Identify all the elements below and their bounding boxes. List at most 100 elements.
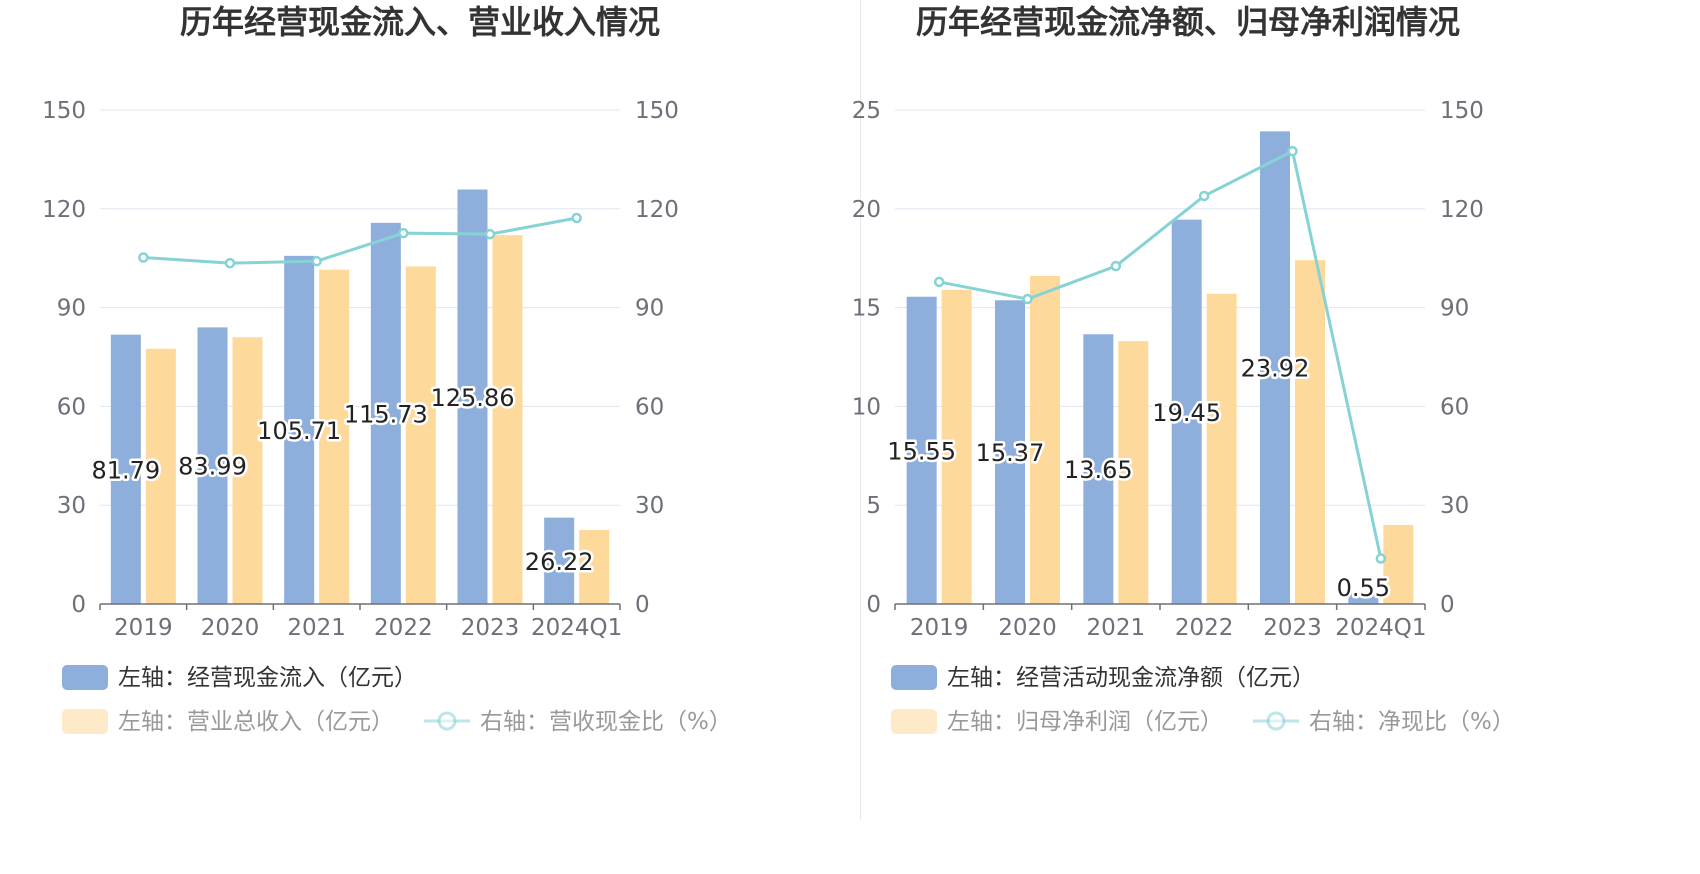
y-right-tick-label: 0 — [635, 592, 650, 618]
legend-swatch-line-marker — [1266, 711, 1286, 731]
bar-secondary — [319, 269, 350, 604]
line-point — [1287, 145, 1298, 157]
legend-label-line: 右轴：净现比（%） — [1309, 709, 1515, 735]
bar-primary — [1348, 593, 1379, 604]
bar-secondary — [579, 529, 610, 604]
data-label: 13.65 — [1064, 456, 1133, 484]
bar-primary — [995, 300, 1025, 604]
y-right-tick-label: 120 — [635, 197, 679, 223]
chart-cash-inflow-revenue: 历年经营现金流入、营业收入情况 0 30 60 90 120 150 0 30 60 90 120 15… — [42, 3, 732, 735]
bar-primary — [1171, 219, 1202, 604]
bar-primary — [370, 222, 401, 604]
y-left-tick-label: 15 — [852, 296, 881, 322]
panel-divider — [860, 0, 861, 820]
legend-label-primary: 左轴：经营现金流入（亿元） — [118, 665, 417, 691]
y-left-tick-label: 25 — [852, 98, 881, 124]
data-label: 15.37 — [976, 439, 1045, 467]
y-left-tick-label: 0 — [71, 592, 86, 618]
x-tick-label: 2021 — [1087, 615, 1146, 641]
data-label: 81.79 — [91, 456, 160, 484]
y-right-tick-label: 120 — [1440, 197, 1484, 223]
x-tick-label: 2019 — [910, 615, 969, 641]
bar-secondary — [1206, 293, 1237, 604]
line-point — [1198, 190, 1210, 202]
legend-label-primary: 左轴：经营活动现金流净额（亿元） — [947, 665, 1315, 691]
y-left-tick-label: 20 — [852, 197, 881, 223]
bar-secondary — [941, 289, 972, 604]
legend-swatch-secondary — [891, 709, 937, 734]
bar-primary — [1260, 131, 1290, 604]
legend-swatch-line-marker — [437, 711, 457, 731]
bar-primary — [284, 255, 315, 604]
bar-secondary — [405, 266, 436, 604]
line-point — [398, 227, 409, 239]
legend-swatch-secondary — [62, 709, 108, 734]
bar-secondary — [232, 337, 263, 604]
y-left-tick-label: 120 — [42, 197, 86, 223]
chart-title: 历年经营现金流入、营业收入情况 — [180, 3, 660, 41]
y-right-tick-label: 150 — [635, 98, 679, 124]
data-label: 115.73 — [344, 400, 428, 428]
y-right-tick-label: 150 — [1440, 98, 1484, 124]
bar-primary — [544, 517, 575, 604]
bar-primary — [197, 327, 228, 604]
y-left-tick-label: 150 — [42, 98, 86, 124]
x-tick-label: 2024Q1 — [1335, 615, 1426, 641]
y-right-tick-label: 90 — [1440, 296, 1469, 322]
line-point — [1375, 553, 1387, 564]
x-tick-label: 2020 — [998, 615, 1057, 641]
legend-swatch-primary — [891, 665, 937, 690]
bar-primary — [1083, 334, 1114, 604]
line-point — [933, 276, 945, 288]
data-label: 105.71 — [257, 417, 341, 445]
line-point — [571, 212, 582, 224]
line-point — [311, 255, 322, 267]
line-series — [938, 149, 1383, 559]
line-series — [143, 216, 577, 265]
chart-panel-net-cash-profit: 历年经营现金流净额、归母净利润情况 0 5 10 15 20 25 0 30 60 90 120 150… — [850, 0, 1700, 874]
chart-panel-cash-inflow-revenue: 历年经营现金流入、营业收入情况 0 30 60 90 120 150 0 30 60 90 120 15… — [42, 3, 732, 735]
y-left-tick-label: 10 — [852, 394, 881, 420]
bar-secondary — [1383, 524, 1414, 604]
y-left-tick-label: 0 — [866, 592, 881, 618]
x-tick-label: 2022 — [1175, 615, 1234, 641]
y-right-tick-label: 0 — [1440, 592, 1455, 618]
line-point — [1110, 260, 1122, 272]
legend-label-line: 右轴：营收现金比（%） — [480, 709, 732, 735]
line-point — [224, 257, 236, 269]
x-tick-label: 2020 — [201, 615, 260, 641]
bar-secondary — [1118, 341, 1149, 604]
bar-secondary — [145, 348, 176, 604]
line-point — [138, 252, 149, 263]
line-point — [484, 228, 496, 240]
bar-primary — [457, 189, 488, 604]
y-right-tick-label: 30 — [1440, 493, 1469, 519]
chart-title: 历年经营现金流净额、归母净利润情况 — [916, 3, 1460, 41]
x-tick-label: 2021 — [287, 615, 346, 641]
bar-secondary — [1295, 260, 1325, 604]
bar-primary — [906, 296, 937, 604]
x-tick-label: 2023 — [461, 615, 520, 641]
y-right-tick-label: 90 — [635, 296, 664, 322]
x-tick-label: 2024Q1 — [531, 615, 622, 641]
y-right-tick-label: 60 — [1440, 394, 1469, 420]
data-label: 125.86 — [431, 384, 515, 412]
bar-secondary — [1030, 275, 1060, 604]
line-point — [1022, 293, 1033, 305]
data-label: 19.45 — [1152, 399, 1221, 427]
data-label: 26.22 — [525, 548, 594, 576]
bar-primary — [110, 334, 141, 604]
legend-swatch-primary — [62, 665, 108, 690]
y-left-tick-label: 90 — [57, 296, 86, 322]
x-tick-label: 2019 — [114, 615, 173, 641]
y-right-tick-label: 60 — [635, 394, 664, 420]
legend-label-secondary: 左轴：营业总收入（亿元） — [118, 709, 394, 735]
legend-label-secondary: 左轴：归母净利润（亿元） — [947, 709, 1223, 735]
y-left-tick-label: 5 — [866, 493, 881, 519]
chart-net-cash-profit: 历年经营现金流净额、归母净利润情况 0 5 10 15 20 25 0 30 60 90 120 150… — [852, 3, 1515, 735]
data-label: 23.92 — [1241, 355, 1310, 383]
data-label: 15.55 — [887, 437, 956, 465]
data-label: 83.99 — [178, 453, 247, 481]
bar-secondary — [492, 235, 523, 604]
y-left-tick-label: 30 — [57, 493, 86, 519]
